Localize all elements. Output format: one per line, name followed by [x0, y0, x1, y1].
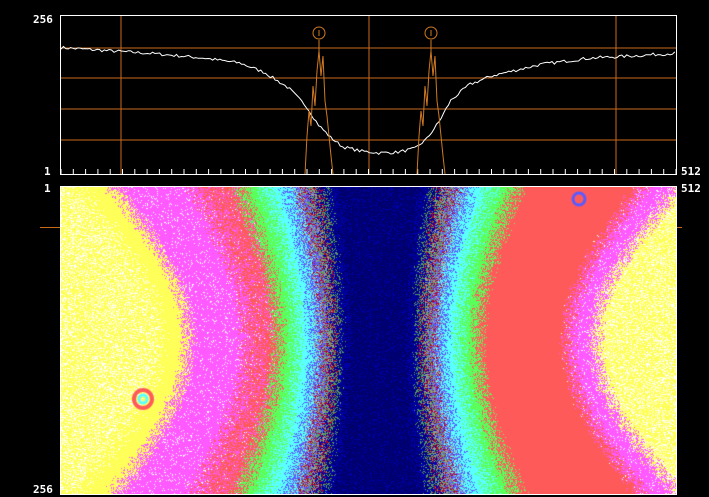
cursor-marker-1-ring [424, 26, 438, 40]
row-cursor-right-tick [677, 227, 682, 228]
profile-plot-svg [61, 16, 676, 174]
profile-trace-line [61, 45, 676, 155]
image-col-max-label: 512 [681, 182, 701, 195]
false-color-image[interactable] [60, 186, 677, 495]
right-cursor-trace [416, 50, 446, 174]
cursor-marker-0-ring [312, 26, 326, 40]
line-profile-plot[interactable] [60, 15, 677, 175]
left-cursor-trace [304, 50, 334, 174]
profile-x-max-label: 512 [681, 165, 701, 178]
image-row-top-label: 1 [44, 182, 51, 195]
profile-y-min-label: 1 [44, 165, 51, 178]
image-row-bottom-label: 256 [33, 483, 53, 496]
profile-y-max-label: 256 [33, 13, 53, 26]
row-cursor-left-tick [40, 227, 60, 228]
false-color-image-canvas[interactable] [61, 187, 676, 494]
